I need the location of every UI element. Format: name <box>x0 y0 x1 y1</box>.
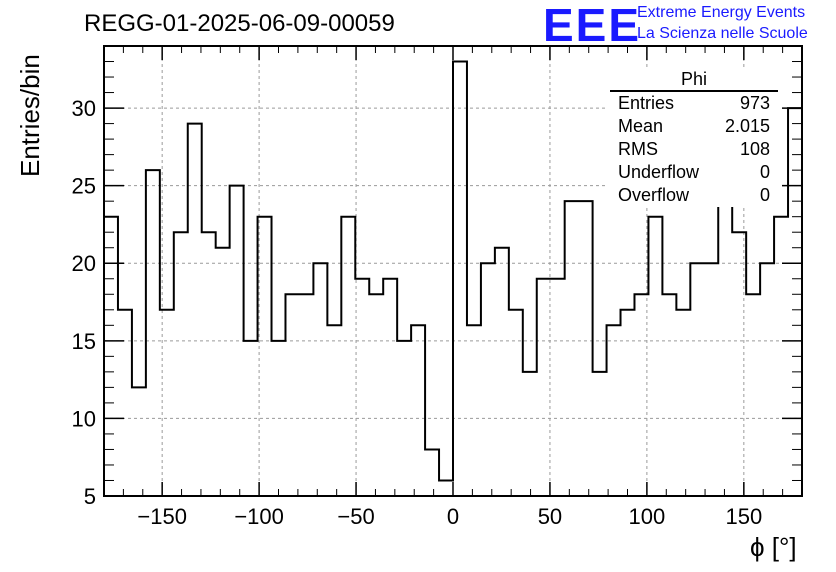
logo-text-line1: Extreme Energy Events <box>637 4 806 21</box>
stats-value: 108 <box>739 139 770 159</box>
stats-value: 0 <box>759 185 770 205</box>
stats-row: Overflow 0 <box>606 184 782 207</box>
x-tick-label: 50 <box>538 504 562 529</box>
x-axis-label: ϕ [°] <box>750 532 797 562</box>
histogram-series <box>104 60 802 482</box>
logo-text-line2: La Scienza nelle Scuole <box>637 25 808 42</box>
stats-key: Mean <box>618 116 664 136</box>
stats-key: RMS <box>618 139 658 159</box>
x-tick-label: −50 <box>337 504 374 529</box>
stats-row: Mean 2.015 <box>606 115 782 138</box>
x-tick-label: −100 <box>234 504 284 529</box>
y-tick-label: 15 <box>72 329 96 354</box>
y-tick-label: 30 <box>72 96 96 121</box>
x-tick-label: −150 <box>137 504 187 529</box>
stats-key: Entries <box>618 93 675 113</box>
stats-row: Underflow 0 <box>606 161 782 184</box>
plot-title: REGG-01-2025-06-09-00059 <box>84 10 395 37</box>
stats-value: 0 <box>759 162 770 182</box>
x-tick-label: 0 <box>447 504 459 529</box>
y-tick-label: 5 <box>84 484 96 509</box>
x-tick-label: 150 <box>725 504 762 529</box>
stats-box: Phi Entries 973 Mean 2.015 RMS 108 Under… <box>606 68 782 207</box>
stats-value: 973 <box>739 93 770 113</box>
stats-value: 2.015 <box>724 116 770 136</box>
stats-row: Entries 973 <box>606 92 782 115</box>
y-axis-label: Entries/bin <box>15 54 45 177</box>
stats-box-title: Phi <box>610 68 778 92</box>
stats-key: Overflow <box>618 185 690 205</box>
y-tick-label: 10 <box>72 406 96 431</box>
x-tick-label: 100 <box>629 504 666 529</box>
stats-row: RMS 108 <box>606 138 782 161</box>
y-tick-label: 25 <box>72 174 96 199</box>
y-tick-label: 20 <box>72 251 96 276</box>
eee-logo-mark: EEE <box>543 0 642 51</box>
stats-key: Underflow <box>618 162 700 182</box>
